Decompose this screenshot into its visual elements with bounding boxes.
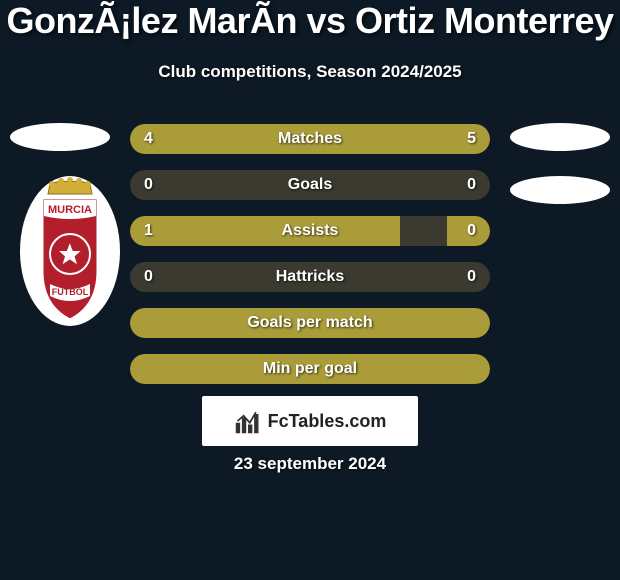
stat-row-goals: 00Goals bbox=[130, 170, 490, 200]
site-logo-box: FcTables.com bbox=[202, 396, 418, 446]
stat-label: Min per goal bbox=[130, 354, 490, 384]
club-crest-murcia: MURCIA FUTBOL bbox=[20, 176, 120, 326]
stats-bars: 45Matches 00Goals 10Assists 00Hattricks Goal… bbox=[130, 124, 490, 400]
stat-label: Goals per match bbox=[130, 308, 490, 338]
page-title: GonzÃ¡lez MarÃ­n vs Ortiz Monterrey bbox=[0, 0, 620, 42]
stat-row-min-per-goal: Min per goal bbox=[130, 354, 490, 384]
left-marker-ellipse bbox=[10, 123, 110, 151]
stat-row-goals-per-match: Goals per match bbox=[130, 308, 490, 338]
stat-label: Matches bbox=[130, 124, 490, 154]
stat-row-matches: 45Matches bbox=[130, 124, 490, 154]
subtitle: Club competitions, Season 2024/2025 bbox=[0, 62, 620, 82]
stat-label: Hattricks bbox=[130, 262, 490, 292]
site-name: FcTables.com bbox=[268, 411, 387, 432]
chart-icon bbox=[234, 407, 262, 435]
comparison-card: GonzÃ¡lez MarÃ­n vs Ortiz Monterrey Club… bbox=[0, 0, 620, 580]
stat-row-assists: 10Assists bbox=[130, 216, 490, 246]
crest-top-text: MURCIA bbox=[48, 204, 92, 216]
stat-label: Goals bbox=[130, 170, 490, 200]
date-text: 23 september 2024 bbox=[0, 454, 620, 474]
crest-bottom-text: FUTBOL bbox=[52, 287, 89, 297]
right-marker-ellipse-2 bbox=[510, 176, 610, 204]
stat-row-hattricks: 00Hattricks bbox=[130, 262, 490, 292]
stat-label: Assists bbox=[130, 216, 490, 246]
right-marker-ellipse-1 bbox=[510, 123, 610, 151]
